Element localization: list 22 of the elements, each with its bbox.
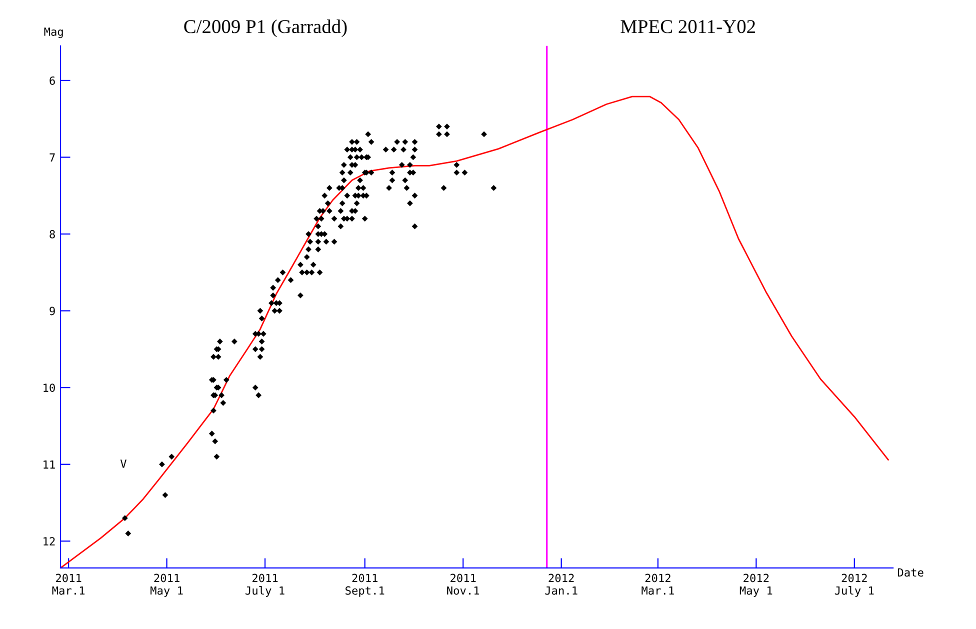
chart-subtitle: MPEC 2011-Y02 [620,20,755,34]
y-tick-label: 10 [44,384,55,392]
y-axis-title: Mag [44,28,63,38]
y-tick-label: 11 [44,460,55,469]
x-tick-label: 2011 July 1 [246,574,284,597]
chart-title: C/2009 P1 (Garradd) [184,19,347,38]
annotation: V [120,460,126,468]
x-tick-label: 2011 Nov.1 [447,574,480,595]
x-tick-label: 2011 Mar.1 [52,574,85,595]
x-tick-label: 2012 Jan.1 [545,574,578,595]
x-tick-label: 2012 Mar.1 [642,574,674,595]
y-tick-label: 12 [44,537,55,546]
y-tick-label: 6 [50,76,55,85]
line-series [60,96,889,568]
x-tick-label: 2012 May 1 [740,574,772,597]
y-tick-label: 7 [50,153,55,162]
x-tick-label: 2011 May 1 [150,574,183,597]
x-tick-label: 2011 Sept.1 [346,574,384,597]
y-tick-label: 9 [50,306,55,316]
y-tick-label: 8 [50,230,55,238]
x-tick-label: 2012 July 1 [834,574,874,597]
x-axis-title: Date [898,568,924,577]
